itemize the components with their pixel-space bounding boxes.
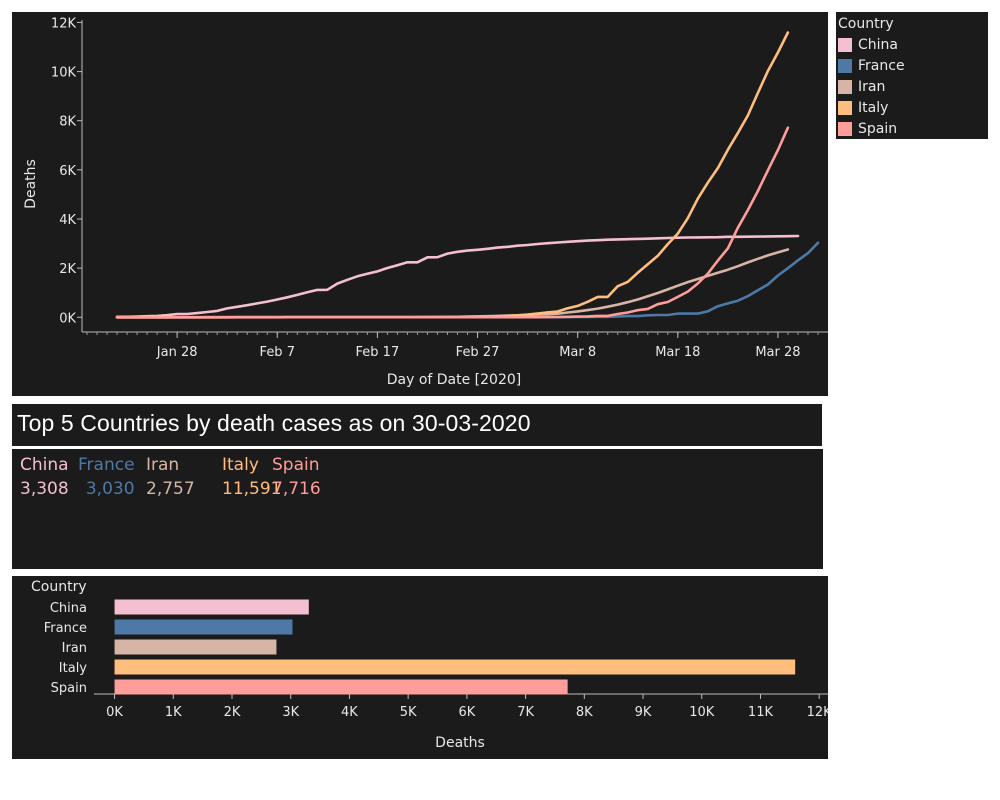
- summary-country: France: [78, 455, 135, 475]
- summary-value: 3,308: [20, 479, 69, 499]
- line-axes: Jan 28 Feb 7 Feb 17 Feb 27 Mar 8 Mar 18 Mar 28…: [51, 16, 828, 360]
- bar-category-label: France: [44, 621, 87, 636]
- line-series-iran: [115, 248, 790, 319]
- legend-item-spain[interactable]: Spain: [838, 119, 897, 139]
- line-x-tick-label: Jan 28: [156, 345, 198, 360]
- summary-country: Italy: [222, 455, 259, 475]
- summary-item-spain: Spain 7,716: [272, 453, 321, 501]
- bar-china: [114, 599, 309, 615]
- line-chart-panel: Jan 28 Feb 7 Feb 17 Feb 27 Mar 8 Mar 18 Mar 28…: [12, 12, 828, 396]
- bar-category-label: China: [50, 601, 87, 616]
- line-series-spain: [115, 126, 790, 319]
- bar-x-tick-label: 4K: [341, 705, 358, 720]
- bar-category-label: Iran: [62, 641, 87, 656]
- summary-value: 2,757: [146, 479, 195, 499]
- legend-label: Spain: [858, 121, 898, 137]
- legend-title: Country: [838, 16, 894, 32]
- bar-spain: [114, 679, 568, 695]
- legend-item-italy[interactable]: Italy: [838, 98, 888, 118]
- summary-panel: China 3,308 France 3,030 Iran 2,757 Italy 11,59…: [12, 449, 823, 569]
- line-y-tick-label: 6K: [59, 164, 76, 179]
- line-series-china: [115, 234, 800, 319]
- bar-x-tick-label: 8K: [576, 705, 593, 720]
- bar-x-tick-label: 0K: [106, 705, 123, 720]
- summary-item-italy: Italy 11,591: [222, 453, 281, 501]
- bar-x-tick-label: 1K: [165, 705, 182, 720]
- bar-x-tick-label: 3K: [282, 705, 299, 720]
- page-title: Top 5 Countries by death cases as on 30-…: [17, 410, 531, 436]
- summary-value: 7,716: [272, 479, 321, 499]
- bar-chart-panel: 0K 1K 2K 3K 4K 5K 6K 7K 8K 9K 10K 11K 12K China Franc…: [12, 576, 832, 759]
- bar-x-tick-label: 9K: [635, 705, 652, 720]
- line-x-tick-label: Mar 18: [655, 345, 700, 360]
- summary-value: 3,030: [85, 479, 135, 499]
- summary-country: Spain: [272, 455, 320, 475]
- bar-x-tick-label: 10K: [689, 705, 715, 720]
- summary-country: Iran: [146, 455, 180, 475]
- bar-x-tick-label: 6K: [458, 705, 475, 720]
- summary-item-france: France 3,030: [78, 453, 135, 501]
- bar-x-tick-label: 11K: [748, 705, 774, 720]
- line-y-tick-label: 12K: [51, 16, 77, 31]
- legend-label: France: [858, 58, 905, 74]
- legend-swatch: [838, 38, 852, 52]
- line-y-tick-label: 4K: [59, 213, 76, 228]
- legend-swatch: [838, 101, 852, 115]
- line-series-france: [115, 241, 820, 319]
- line-y-axis-label: Deaths: [23, 159, 39, 209]
- legend: Country China France Iran Italy Spain: [836, 12, 988, 139]
- line-y-tick-label: 10K: [51, 66, 77, 81]
- bar-x-axis-label: Deaths: [435, 735, 485, 751]
- line-y-tick-label: 2K: [59, 262, 76, 277]
- bar-x-tick-label: 2K: [224, 705, 241, 720]
- bar-x-tick-label: 7K: [517, 705, 534, 720]
- line-x-axis-label: Day of Date [2020]: [387, 372, 522, 388]
- bar-row-header: Country: [31, 579, 87, 595]
- legend-item-iran[interactable]: Iran: [838, 77, 885, 97]
- line-y-tick-label: 8K: [59, 115, 76, 130]
- bar-x-tick-label: 5K: [400, 705, 417, 720]
- title-banner: Top 5 Countries by death cases as on 30-…: [12, 404, 822, 446]
- legend-swatch: [838, 80, 852, 94]
- line-series-italy: [115, 31, 790, 319]
- line-x-tick-label: Feb 7: [260, 345, 295, 360]
- bar-category-label: Italy: [59, 661, 88, 676]
- legend-label: Iran: [858, 79, 886, 95]
- legend-swatch: [838, 59, 852, 73]
- summary-country: China: [20, 455, 69, 475]
- summary-item-china: China 3,308: [20, 453, 69, 501]
- summary-item-iran: Iran 2,757: [146, 453, 195, 501]
- legend-label: Italy: [858, 100, 889, 116]
- bar-category-label: Spain: [51, 681, 87, 696]
- legend-swatch: [838, 122, 852, 136]
- line-series-group: [115, 31, 820, 319]
- bar-axes: 0K 1K 2K 3K 4K 5K 6K 7K 8K 9K 10K 11K 12K: [94, 693, 832, 720]
- line-x-tick-label: Feb 17: [356, 345, 400, 360]
- bar-marks-group: China France Iran Italy Spain: [44, 599, 796, 696]
- legend-item-china[interactable]: China: [838, 35, 898, 55]
- bar-x-tick-label: 12K: [807, 705, 828, 720]
- line-chart: Jan 28 Feb 7 Feb 17 Feb 27 Mar 8 Mar 18 Mar 28…: [23, 16, 828, 388]
- legend-label: China: [858, 37, 898, 53]
- bar-chart: 0K 1K 2K 3K 4K 5K 6K 7K 8K 9K 10K 11K 12K China Franc…: [31, 579, 832, 751]
- summary-value: 11,591: [222, 479, 282, 499]
- line-y-tick-label: 0K: [59, 311, 76, 326]
- bar-iran: [114, 639, 277, 655]
- line-x-tick-label: Feb 27: [456, 345, 500, 360]
- legend-item-france[interactable]: France: [838, 56, 905, 76]
- bar-italy: [114, 659, 796, 675]
- bar-france: [114, 619, 293, 635]
- line-x-tick-label: Mar 8: [559, 345, 596, 360]
- line-x-tick-label: Mar 28: [755, 345, 800, 360]
